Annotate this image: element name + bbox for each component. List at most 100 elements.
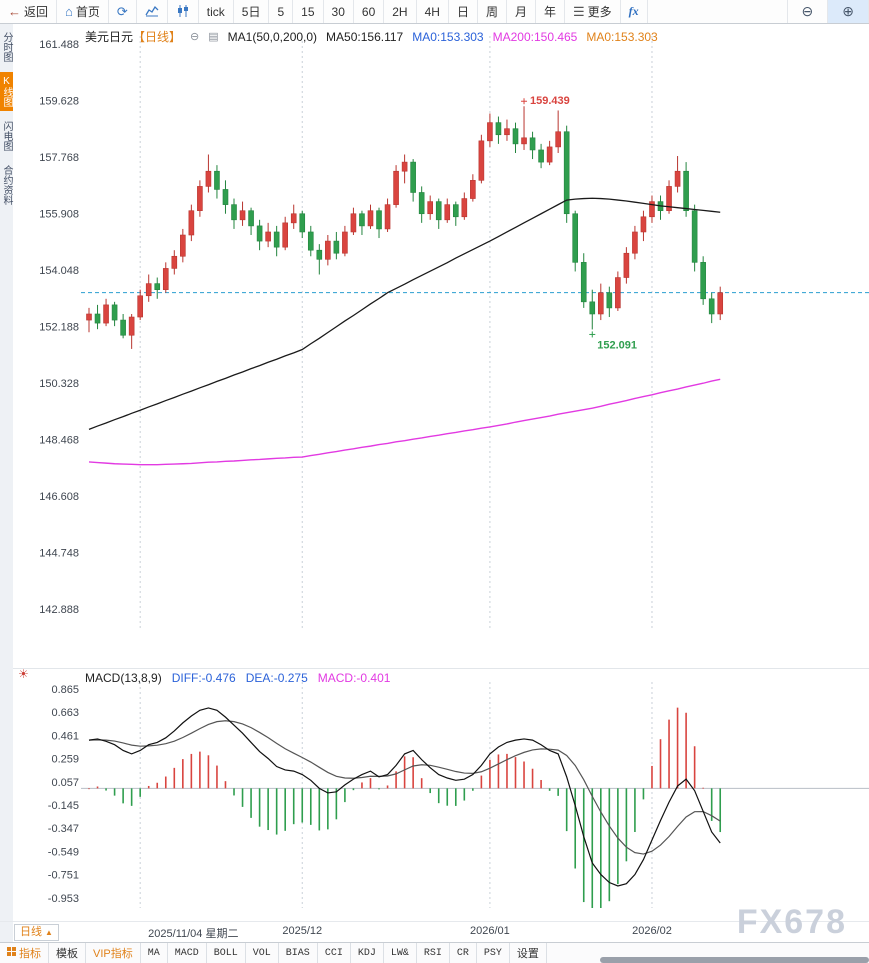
- interval-tick[interactable]: tick: [199, 0, 234, 23]
- x-axis-label: 2025/11/04 星期二: [148, 928, 239, 940]
- home-button[interactable]: ⌂ 首页: [57, 0, 109, 23]
- tab-vol[interactable]: VOL: [246, 943, 279, 963]
- x-axis-label: 2025/12: [282, 925, 323, 937]
- ma200-value: MA200:150.465: [492, 29, 578, 44]
- horizontal-scrollbar[interactable]: [600, 957, 869, 963]
- tab-psy[interactable]: PSY: [477, 943, 510, 963]
- macd-diff-value: DIFF:-0.476: [171, 671, 236, 685]
- svg-text:142.888: 142.888: [39, 604, 79, 616]
- collapse-icon[interactable]: ⊖: [190, 31, 200, 43]
- tab-macd[interactable]: MACD: [168, 943, 207, 963]
- svg-text:144.748: 144.748: [39, 548, 79, 560]
- interval-day[interactable]: 日: [449, 0, 478, 23]
- zoom-out-icon: ⊖: [801, 3, 814, 19]
- svg-text:0.865: 0.865: [51, 684, 79, 696]
- ma50-value: MA50:156.117: [326, 29, 404, 44]
- svg-text:-0.953: -0.953: [48, 893, 79, 905]
- chart-type-sidebar: 分时图 K线图 闪电图 合约资料: [0, 24, 13, 963]
- tab-rsi[interactable]: RSI: [417, 943, 450, 963]
- tab-lwr[interactable]: LW&: [384, 943, 417, 963]
- tab-cci[interactable]: CCI: [318, 943, 351, 963]
- indicator-grid-icon: [7, 947, 16, 959]
- svg-text:155.908: 155.908: [39, 209, 79, 221]
- svg-text:152.091: 152.091: [597, 339, 637, 351]
- tab-indicator[interactable]: 指标: [0, 943, 49, 963]
- home-label: 首页: [75, 5, 100, 19]
- sidebar-item-lightning-chart[interactable]: 闪电图: [1, 121, 12, 151]
- tab-settings[interactable]: 设置: [510, 943, 547, 963]
- tab-vip-indicator[interactable]: VIP指标: [86, 943, 141, 963]
- indicator-settings-icon[interactable]: ▤: [208, 31, 219, 43]
- fx-indicator-button[interactable]: fx: [621, 0, 648, 23]
- svg-text:154.048: 154.048: [39, 265, 79, 277]
- main-chart-header: 美元日元 【日线】 ⊖ ▤ MA1(50,0,200,0) MA50:156.1…: [85, 28, 658, 45]
- ma0-value-blue: MA0:153.303: [412, 29, 484, 44]
- svg-text:0.663: 0.663: [51, 707, 79, 719]
- more-label: 更多: [587, 5, 612, 19]
- svg-text:148.468: 148.468: [39, 435, 79, 447]
- sidebar-item-contract-info[interactable]: 合约资料: [1, 165, 12, 205]
- main-chart-svg[interactable]: 161.488 159.628 157.768 155.908 154.048 152.1…: [13, 24, 869, 646]
- interval-60m[interactable]: 60: [354, 0, 385, 23]
- back-button[interactable]: ← 返回: [0, 0, 58, 23]
- interval-year[interactable]: 年: [536, 0, 565, 23]
- interval-5m[interactable]: 5: [269, 0, 294, 23]
- period-tag: 【日线】: [133, 30, 182, 44]
- period-selector[interactable]: 日线 ▲: [14, 924, 59, 941]
- svg-text:159.628: 159.628: [39, 96, 79, 108]
- svg-text:-0.145: -0.145: [48, 800, 79, 812]
- tab-boll[interactable]: BOLL: [207, 943, 246, 963]
- interval-5d[interactable]: 5日: [234, 0, 270, 23]
- macd-hist-value: MACD:-0.401: [317, 671, 391, 685]
- candlestick-icon: [176, 4, 190, 19]
- xaxis-row: 日线 ▲ 2025/11/04 星期二 2025/12 2026/01 2026/02: [0, 921, 869, 941]
- svg-text:150.328: 150.328: [39, 378, 79, 390]
- refresh-button[interactable]: ⟳: [109, 0, 137, 23]
- svg-text:-0.549: -0.549: [48, 846, 79, 858]
- menu-icon: ☰: [573, 4, 585, 19]
- interval-4h[interactable]: 4H: [417, 0, 449, 23]
- area-chart-type-button[interactable]: [137, 0, 168, 23]
- svg-text:-0.751: -0.751: [48, 870, 79, 882]
- macd-chart-svg[interactable]: 0.865 0.663 0.461 0.259 0.057 -0.145 -0.347 -0.…: [13, 682, 869, 912]
- zoom-in-button[interactable]: ⊕: [828, 0, 869, 23]
- interval-15m[interactable]: 15: [293, 0, 324, 23]
- zoom-out-button[interactable]: ⊖: [786, 0, 829, 23]
- x-axis-label: 2026/01: [470, 925, 510, 937]
- x-axis-label: 2026/02: [632, 925, 672, 937]
- svg-text:161.488: 161.488: [39, 39, 79, 51]
- tab-kdj[interactable]: KDJ: [351, 943, 384, 963]
- interval-week[interactable]: 周: [478, 0, 507, 23]
- interval-30m[interactable]: 30: [324, 0, 354, 23]
- panel-separator: [13, 668, 869, 669]
- candle-chart-type-button[interactable]: [168, 0, 199, 23]
- refresh-icon: ⟳: [116, 4, 128, 19]
- svg-text:146.608: 146.608: [39, 491, 79, 503]
- macd-dea-value: DEA:-0.275: [245, 671, 308, 685]
- zoom-in-icon: ⊕: [842, 3, 854, 19]
- toolbar: ← 返回 ⌂ 首页 ⟳ tick 5日 5 15 30 60 2H 4H 日 周: [0, 0, 869, 24]
- sidebar-item-candle-chart[interactable]: K线图: [0, 72, 13, 111]
- svg-text:159.439: 159.439: [530, 95, 570, 107]
- svg-text:0.259: 0.259: [51, 754, 79, 766]
- macd-header: MACD(13,8,9) DIFF:-0.476 DEA:-0.275 MACD…: [85, 671, 390, 685]
- svg-text:-0.347: -0.347: [48, 823, 79, 835]
- more-button[interactable]: ☰ 更多: [565, 0, 621, 23]
- interval-2h[interactable]: 2H: [384, 0, 417, 23]
- tab-template[interactable]: 模板: [49, 943, 86, 963]
- tab-cr[interactable]: CR: [450, 943, 477, 963]
- interval-month[interactable]: 月: [507, 0, 536, 23]
- period-selector-label: 日线: [20, 926, 42, 938]
- svg-text:0.057: 0.057: [51, 777, 79, 789]
- indicator-sun-icon[interactable]: ☀: [18, 667, 29, 681]
- tab-ma[interactable]: MA: [141, 943, 168, 963]
- fx-icon: fx: [628, 4, 639, 18]
- watermark: FX678: [736, 903, 847, 941]
- back-arrow-icon: ←: [8, 4, 21, 19]
- ma0-value-orange: MA0:153.303: [586, 29, 658, 44]
- sidebar-item-time-chart[interactable]: 分时图: [1, 32, 12, 62]
- macd-title: MACD(13,8,9): [85, 671, 162, 685]
- svg-text:152.188: 152.188: [39, 322, 79, 334]
- tab-bias[interactable]: BIAS: [279, 943, 318, 963]
